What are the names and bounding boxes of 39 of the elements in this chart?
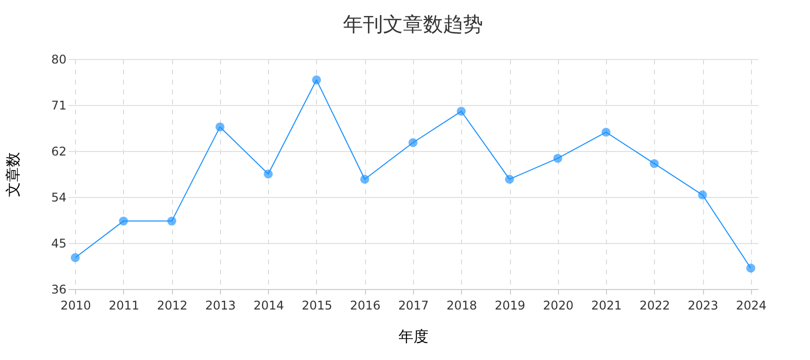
y-tick-label: 45	[51, 236, 66, 250]
y-tick-label: 71	[51, 98, 66, 112]
x-tick-label: 2020	[542, 298, 574, 312]
x-tick-label: 2016	[350, 298, 381, 312]
x-tick-label: 2013	[205, 298, 236, 312]
point	[264, 170, 273, 178]
x-tick-label: 2022	[639, 298, 670, 312]
x-tick-label: 2010	[60, 298, 92, 312]
point	[505, 174, 514, 184]
x-tick-label: 2024	[736, 298, 767, 312]
x-tick-label: 2019	[494, 298, 526, 312]
x-tick-label: 2018	[446, 298, 478, 312]
point	[650, 159, 659, 168]
point	[167, 216, 176, 226]
x-tick-label: 2023	[688, 298, 718, 312]
x-tick-label: 2011	[108, 298, 140, 312]
point	[456, 106, 466, 116]
chart-title: 年刊文章数趋势	[343, 12, 483, 36]
x-axis-title: 年度	[398, 328, 428, 346]
y-tick-label: 36	[51, 282, 66, 296]
point	[408, 138, 418, 148]
y-tick-label: 62	[51, 144, 66, 158]
point	[119, 216, 128, 226]
point	[602, 128, 610, 137]
point	[746, 264, 756, 273]
x-tick-label: 2014	[253, 298, 284, 312]
x-tick-label: 2015	[302, 298, 332, 312]
point	[70, 253, 80, 262]
x-tick-label: 2012	[156, 298, 188, 312]
point	[216, 122, 224, 132]
y-tick-label: 54	[51, 190, 66, 204]
x-tick-label: 2017	[398, 298, 429, 312]
y-tick-label: 80	[51, 52, 66, 66]
x-tick-label: 2021	[591, 298, 622, 312]
point	[312, 75, 321, 84]
point	[698, 190, 707, 200]
point	[553, 154, 562, 163]
point	[360, 174, 370, 184]
y-axis-title: 文章数	[4, 152, 22, 197]
